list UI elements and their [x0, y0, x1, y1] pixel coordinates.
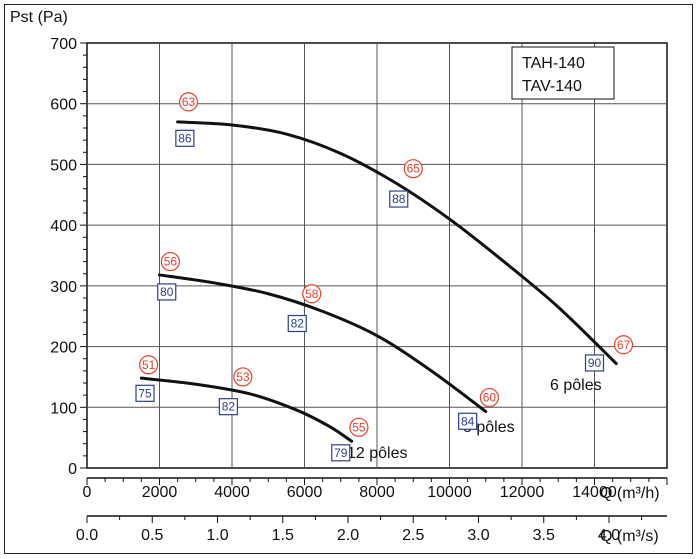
- x-axis-primary-ticks: 0 2000 4000 6000 8000 10000 12000 14000: [83, 477, 668, 501]
- sound-pressure-value: 82: [291, 317, 305, 331]
- x2-tick-label: 0.0: [76, 527, 98, 544]
- x2-tick-label: 0.5: [141, 527, 163, 544]
- y-tick-label: 500: [50, 157, 77, 174]
- model-legend-rect: [511, 46, 615, 100]
- sound-pressure-marker: [175, 129, 195, 147]
- x-axis-secondary-ticks: 0.0 0.5 1.0 1.5 2.0 2.5 3.0 3.5 4.0: [76, 515, 667, 544]
- y-tick-label: 200: [50, 340, 77, 357]
- curve-line: [139, 376, 354, 443]
- sound-pressure-value: 86: [178, 131, 192, 145]
- sound-power-marker: [349, 417, 369, 437]
- x2-tick-label: 3.5: [533, 527, 555, 544]
- x-tick-label: 14000: [572, 484, 617, 501]
- sound-power-value: 53: [236, 370, 250, 384]
- model-legend-box: TAH-140 TAV-140: [511, 46, 615, 100]
- x-tick-label: 8000: [359, 484, 395, 501]
- sound-power-marker: [178, 92, 199, 112]
- sound-pressure-value: 79: [334, 446, 348, 460]
- sound-power-value: 63: [182, 95, 196, 109]
- y-tick-label: 100: [50, 400, 77, 417]
- sound-pressure-value: 75: [138, 386, 152, 400]
- x-tick-label: 0: [83, 484, 92, 501]
- model-legend-line-1: TAH-140: [522, 55, 585, 72]
- y-axis-label: Pst (Pa): [10, 9, 68, 26]
- sound-power-marker: [403, 159, 423, 179]
- sound-power-value: 55: [352, 420, 366, 434]
- x2-tick-label: 1.5: [272, 527, 294, 544]
- y-tick-label: 700: [50, 36, 77, 53]
- sound-pressure-value: 84: [461, 414, 475, 428]
- sound-power-marker: [233, 367, 253, 387]
- y-tick-label: 400: [50, 218, 77, 235]
- sound-power-value: 58: [305, 287, 319, 301]
- sound-pressure-value: 82: [222, 400, 236, 414]
- sound-pressure-marker: [287, 314, 307, 333]
- x-tick-label: 6000: [287, 484, 323, 501]
- y-tick-label: 600: [50, 97, 77, 114]
- y-tick-label: 300: [50, 279, 77, 296]
- x-tick-label: 10000: [427, 484, 472, 501]
- markers: 63 65 67 86 88 90 56 58 60 80 82 84 51 53 55 75 82 79: [135, 92, 634, 462]
- y-tick-label: 0: [68, 461, 77, 478]
- sound-pressure-value: 88: [392, 192, 406, 206]
- x2-tick-label: 2.5: [402, 527, 424, 544]
- sound-power-value: 60: [483, 391, 497, 405]
- sound-power-value: 51: [142, 358, 156, 372]
- sound-pressure-value: 80: [160, 285, 174, 299]
- sound-power-marker: [160, 251, 180, 272]
- x2-tick-label: 3.0: [467, 527, 489, 544]
- sound-power-value: 65: [407, 162, 421, 176]
- x-tick-label: 2000: [142, 484, 178, 501]
- sound-power-marker: [302, 284, 322, 304]
- sound-power-value: 67: [617, 338, 631, 352]
- sound-power-marker: [139, 355, 159, 375]
- x2-tick-label: 2.0: [337, 527, 359, 544]
- sound-pressure-marker: [389, 190, 409, 208]
- sound-pressure-marker: [218, 398, 238, 416]
- x2-tick-label: 1.0: [206, 527, 228, 544]
- x-axis-secondary-label: Q (m³/s): [600, 528, 659, 545]
- sound-pressure-marker: [458, 412, 478, 430]
- sound-pressure-marker: [135, 384, 155, 402]
- model-legend-line-2: TAV-140: [522, 78, 582, 95]
- x-tick-label: 12000: [500, 484, 545, 501]
- x2-tick-label: 4.0: [598, 527, 620, 544]
- curve-line: [158, 273, 488, 414]
- sound-power-marker: [479, 387, 499, 408]
- x-axis-primary-label: Q (m³/h): [600, 485, 660, 502]
- sound-pressure-marker: [584, 354, 605, 372]
- sound-pressure-marker: [157, 283, 177, 301]
- sound-power-marker: [613, 335, 634, 355]
- chart-frame: [4, 4, 693, 554]
- y-axis-ticks: 0 100 200 300 400 500 600 700: [50, 36, 77, 478]
- curve-label: 12 pôles: [347, 445, 408, 462]
- sound-power-value: 56: [164, 255, 178, 269]
- curve-label: 6 pôles: [550, 377, 602, 394]
- curve-line: [176, 120, 618, 366]
- x-tick-label: 4000: [214, 484, 250, 501]
- grid: [80, 42, 668, 469]
- sound-pressure-marker: [331, 444, 351, 462]
- sound-pressure-value: 90: [588, 356, 602, 370]
